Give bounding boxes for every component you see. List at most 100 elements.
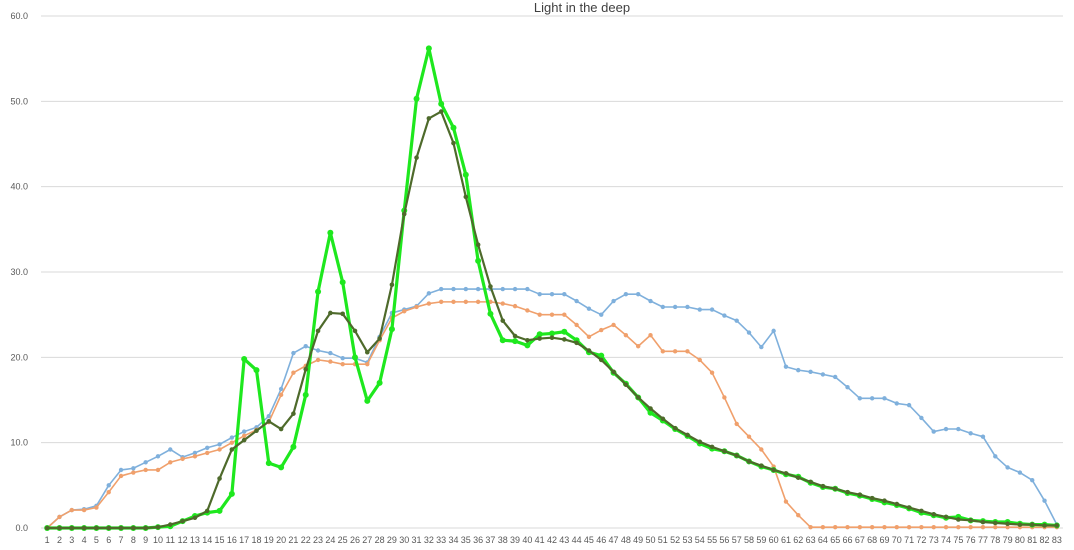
data-point — [968, 518, 973, 523]
y-tick-label: 20.0 — [10, 352, 28, 362]
data-point — [278, 464, 285, 471]
data-point — [943, 426, 949, 432]
x-tick-label: 22 — [301, 535, 311, 545]
data-point — [328, 350, 333, 356]
data-point — [598, 357, 604, 363]
x-tick-label: 33 — [436, 535, 446, 545]
data-point — [1005, 521, 1010, 527]
x-tick-label: 41 — [535, 535, 545, 545]
data-point — [943, 514, 949, 520]
data-point — [648, 298, 653, 304]
x-tick-label: 44 — [572, 535, 582, 545]
data-point — [549, 330, 555, 337]
data-point — [475, 242, 481, 247]
data-point — [980, 524, 986, 530]
data-point — [241, 433, 247, 439]
data-point — [364, 397, 371, 404]
data-point — [672, 349, 678, 354]
data-point — [820, 483, 826, 489]
x-tick-label: 71 — [904, 535, 914, 545]
data-point — [216, 507, 223, 514]
data-point — [845, 524, 850, 530]
data-point — [931, 429, 936, 434]
x-tick-label: 43 — [559, 535, 569, 545]
x-tick-label: 1 — [45, 535, 50, 545]
data-point — [438, 286, 444, 292]
data-point — [1017, 522, 1023, 527]
data-point — [118, 467, 124, 473]
x-tick-label: 75 — [953, 535, 963, 545]
x-tick-label: 80 — [1015, 535, 1025, 545]
data-point — [488, 284, 493, 289]
data-point — [328, 359, 333, 364]
data-point — [943, 524, 949, 530]
data-point — [339, 279, 346, 286]
data-point — [241, 437, 247, 443]
data-point — [968, 431, 973, 436]
x-tick-label: 51 — [658, 535, 668, 545]
data-point — [401, 211, 407, 217]
data-point — [746, 434, 752, 439]
x-tick-label: 65 — [830, 535, 840, 545]
data-point — [833, 374, 838, 380]
data-point — [315, 348, 321, 353]
data-point — [192, 450, 198, 456]
data-point — [389, 282, 395, 288]
x-tick-label: 77 — [978, 535, 988, 545]
data-point — [648, 406, 653, 411]
data-point — [869, 396, 875, 401]
data-point — [512, 338, 519, 345]
y-tick-label: 30.0 — [10, 267, 28, 277]
data-point — [919, 508, 924, 514]
data-point — [340, 311, 345, 317]
data-point — [388, 326, 395, 333]
data-point — [660, 416, 666, 422]
data-point — [906, 524, 912, 530]
data-point — [722, 395, 727, 400]
data-point — [734, 421, 739, 427]
data-point — [599, 312, 604, 317]
data-point — [586, 348, 592, 353]
data-point — [993, 524, 998, 530]
data-point — [253, 367, 260, 374]
data-point — [647, 409, 654, 416]
x-tick-label: 32 — [424, 535, 434, 545]
data-point — [549, 312, 555, 317]
data-point — [525, 337, 530, 343]
chart-title: Light in the deep — [534, 0, 630, 15]
data-point — [536, 331, 543, 338]
x-tick-label: 34 — [448, 535, 458, 545]
data-point — [303, 366, 309, 372]
data-point — [180, 518, 185, 524]
data-point — [438, 109, 444, 114]
x-tick-label: 16 — [227, 535, 237, 545]
data-point — [709, 444, 715, 450]
data-point — [648, 332, 653, 338]
data-point — [833, 524, 838, 530]
x-tick-label: 9 — [143, 535, 148, 545]
data-point — [722, 313, 727, 318]
x-tick-label: 76 — [966, 535, 976, 545]
data-point — [278, 392, 284, 398]
x-tick-label: 74 — [941, 535, 951, 545]
series-2 — [44, 299, 1060, 531]
data-point — [783, 471, 789, 476]
data-point — [57, 514, 62, 520]
series-group — [44, 45, 1060, 531]
data-point — [278, 426, 284, 432]
data-point — [426, 301, 432, 306]
data-point — [562, 291, 567, 297]
data-point — [685, 432, 690, 438]
x-tick-label: 79 — [1003, 535, 1013, 545]
x-tick-label: 29 — [387, 535, 397, 545]
x-tick-label: 49 — [633, 535, 643, 545]
data-point — [278, 386, 284, 392]
data-point — [402, 309, 407, 314]
x-tick-label: 70 — [892, 535, 902, 545]
data-point — [845, 385, 850, 390]
data-point — [746, 459, 752, 464]
x-tick-label: 38 — [498, 535, 508, 545]
series-line — [46, 110, 1058, 530]
data-point — [438, 100, 445, 107]
x-tick-label: 25 — [338, 535, 348, 545]
